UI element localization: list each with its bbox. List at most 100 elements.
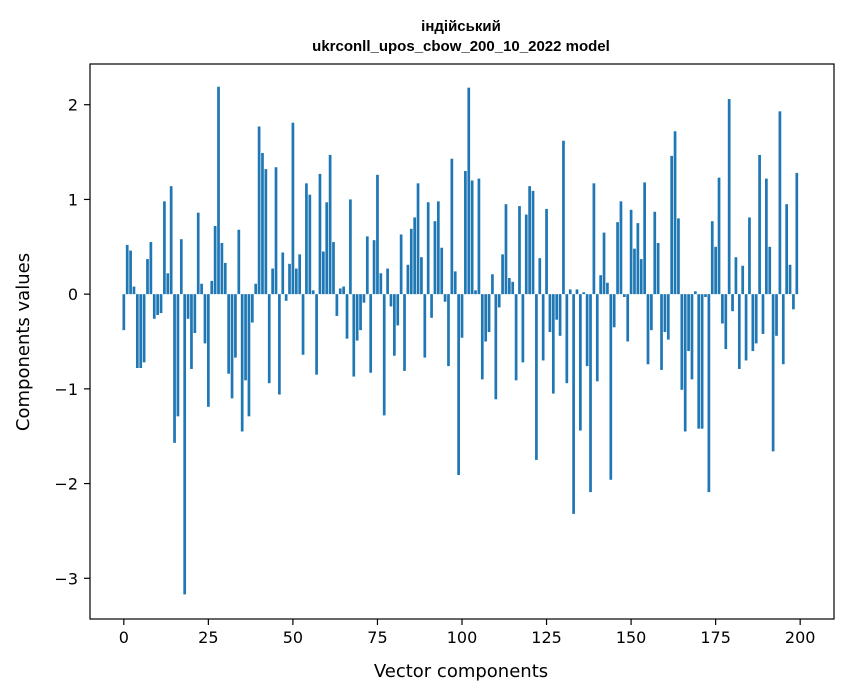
bar (646, 294, 650, 365)
bar (193, 294, 197, 333)
bar (217, 86, 220, 295)
bar (636, 223, 640, 295)
bar (609, 294, 613, 480)
bar (389, 294, 393, 307)
bar (768, 246, 772, 295)
bar (731, 294, 734, 312)
bar (754, 294, 758, 344)
bar (565, 294, 569, 384)
bar (717, 177, 721, 295)
bar (707, 294, 711, 493)
bar (321, 251, 325, 295)
bar (426, 202, 430, 295)
bar (318, 173, 322, 295)
bar (528, 186, 531, 295)
bar (274, 167, 278, 295)
bar (207, 294, 210, 407)
bar (271, 268, 274, 295)
bar (606, 282, 609, 295)
bar (129, 250, 132, 295)
bar (213, 225, 217, 295)
bar (524, 214, 528, 295)
bar (365, 236, 369, 295)
bar (240, 294, 244, 432)
bar (541, 294, 545, 361)
bar (700, 294, 704, 429)
bar (491, 274, 494, 295)
bar (626, 294, 630, 342)
bar (443, 294, 447, 302)
bar (480, 294, 484, 380)
bar (616, 222, 619, 295)
bar (568, 289, 572, 295)
bar (710, 221, 714, 295)
bar (227, 294, 231, 374)
bar (301, 294, 305, 355)
bar (660, 294, 663, 370)
bar (244, 294, 247, 381)
x-tick-label: 50 (283, 628, 303, 647)
bar (220, 243, 224, 295)
bar (531, 190, 535, 295)
bar (704, 294, 707, 297)
bar (176, 294, 180, 417)
bar (125, 244, 129, 295)
bar (514, 294, 518, 381)
bar (305, 183, 308, 295)
bar (619, 201, 623, 295)
bar (291, 122, 295, 295)
bar (264, 169, 268, 295)
bar (352, 294, 356, 377)
bar (737, 294, 741, 369)
bar (359, 294, 362, 331)
bar (135, 294, 139, 369)
bar (311, 290, 315, 295)
bar (761, 294, 765, 334)
bar (562, 140, 565, 295)
bar (629, 209, 633, 295)
bar (538, 258, 542, 295)
bar (781, 294, 785, 365)
x-tick-label: 150 (616, 628, 647, 647)
bar (758, 154, 761, 295)
bar (325, 202, 329, 295)
bar (778, 111, 782, 295)
bar (196, 212, 200, 295)
x-tick-label: 0 (119, 628, 129, 647)
bar (423, 294, 427, 358)
bar (599, 275, 603, 295)
bar (278, 294, 281, 395)
bar (721, 294, 724, 324)
bar (342, 286, 345, 295)
bar (190, 294, 193, 369)
bar (592, 183, 596, 295)
bar (122, 294, 126, 331)
bar (335, 294, 339, 316)
chart-title-line-2: ukrconll_upos_cbow_200_10_2022 model (312, 38, 610, 55)
chart-title-line-1: індійський (421, 18, 501, 35)
bar (575, 289, 579, 295)
bar (362, 294, 366, 303)
bar (420, 257, 423, 295)
bar (163, 201, 166, 295)
bar (409, 228, 413, 295)
bar (372, 240, 376, 295)
x-axis-label: Vector components (374, 661, 548, 682)
bar (545, 208, 548, 295)
bar (687, 294, 690, 351)
bar (775, 294, 778, 336)
bar (582, 292, 586, 295)
bars-group (122, 86, 799, 595)
bar (464, 171, 467, 295)
bar (714, 246, 717, 295)
bar (345, 294, 349, 339)
bar (247, 294, 251, 417)
bar (183, 294, 187, 595)
bar (497, 294, 501, 308)
bar (430, 294, 433, 318)
y-tick-label: 2 (68, 96, 78, 115)
bar (670, 155, 674, 295)
y-axis-ticks: −3 −2 −1 0 1 2 (54, 96, 90, 588)
bar (683, 294, 687, 432)
bar (379, 273, 383, 295)
